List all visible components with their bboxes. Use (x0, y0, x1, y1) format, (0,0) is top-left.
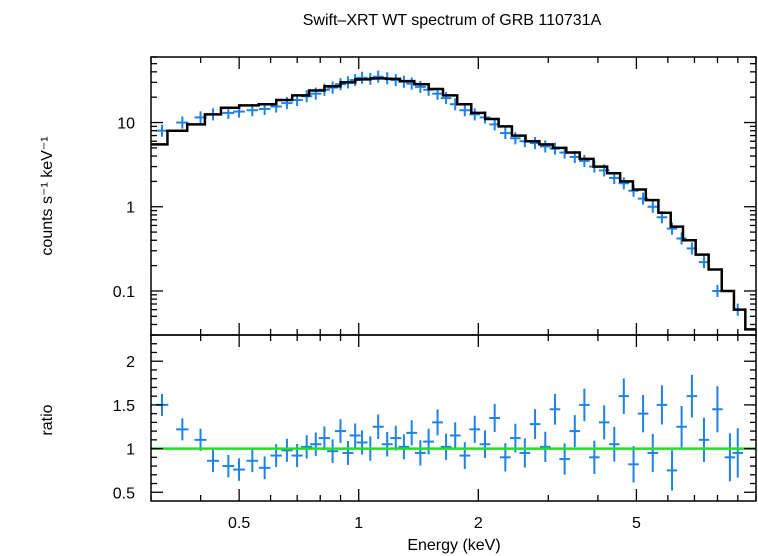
ratio-point (281, 438, 293, 462)
spectrum-point (499, 127, 511, 140)
spectrum-point (372, 70, 384, 83)
spectrum-point (676, 232, 687, 245)
spectrum-point (618, 177, 630, 190)
ratio-panel: 0.5 1 1.5 2 ratio (39, 334, 757, 502)
ratio-point (349, 423, 361, 448)
ratio-frame (150, 334, 757, 502)
ratio-point (342, 440, 354, 465)
ratio-point (318, 426, 330, 450)
spectrum-point (440, 92, 452, 105)
ratio-point (579, 388, 590, 422)
x-tick-label: 0.5 (228, 515, 250, 532)
ratio-point (432, 409, 443, 436)
spectrum-data-points (155, 70, 743, 316)
spectrum-point (327, 81, 339, 94)
ratio-point (423, 428, 435, 455)
ratio-point (390, 425, 402, 451)
ratio-axis-ticks: 0.5 1 1.5 2 (113, 343, 756, 502)
ratio-point (310, 432, 322, 456)
ratio-point (618, 378, 630, 414)
ratio-point (724, 433, 736, 482)
ratio-y-tick-label: 2 (126, 354, 135, 371)
ratio-point (449, 422, 461, 449)
x-tick-label: 1 (354, 515, 363, 532)
spectrum-point (579, 154, 590, 167)
x-tick-label: 5 (632, 515, 641, 532)
ratio-point (589, 440, 600, 474)
spectrum-y-tick-label: 1 (126, 200, 135, 217)
ratio-point (246, 449, 259, 473)
ratio-point (732, 428, 743, 478)
spectrum-frame (150, 56, 757, 336)
ratio-point (334, 419, 347, 444)
ratio-point (194, 428, 207, 451)
chart-title: Swift–XRT WT spectrum of GRB 110731A (303, 12, 602, 29)
spectrum-axis-ticks: 0.1 1 10 (113, 56, 756, 336)
ratio-point (176, 418, 189, 441)
ratio-point (529, 409, 541, 439)
spectrum-point (356, 71, 368, 84)
ratio-point (222, 454, 235, 478)
ratio-point (372, 414, 384, 439)
ratio-point (666, 450, 678, 491)
x-axis-ticks: 0.5 1 2 5 (150, 57, 757, 532)
ratio-point (414, 440, 426, 466)
spectrum-model-line (151, 77, 756, 331)
spectrum-point (459, 104, 471, 117)
ratio-point (647, 433, 659, 473)
ratio-point (356, 430, 368, 455)
spectrum-y-axis-label: counts s⁻¹ keV⁻¹ (39, 136, 56, 255)
ratio-point (539, 431, 551, 462)
spectrum-point (647, 200, 659, 213)
ratio-point (233, 458, 245, 481)
ratio-point (656, 385, 668, 425)
spectrum-y-tick-label: 10 (117, 116, 135, 133)
ratio-point (258, 456, 271, 480)
ratio-point (406, 420, 418, 446)
ratio-y-tick-label: 0.5 (113, 485, 135, 502)
spectrum-point (414, 80, 426, 93)
ratio-point (469, 415, 481, 443)
ratio-point (519, 438, 531, 468)
spectrum-y-tick-label: 0.1 (113, 284, 135, 301)
ratio-point (398, 434, 410, 460)
ratio-point (609, 426, 620, 462)
ratio-point (327, 439, 339, 464)
spectrum-point (469, 108, 481, 121)
ratio-point (489, 404, 501, 432)
ratio-point (569, 415, 581, 448)
ratio-point (440, 433, 452, 460)
ratio-point (479, 430, 491, 458)
ratio-point (459, 442, 471, 469)
ratio-point (712, 386, 723, 433)
ratio-point (676, 406, 687, 448)
spectrum-panel: 0.1 1 10 counts s⁻¹ keV⁻¹ (39, 56, 757, 336)
ratio-point (686, 374, 698, 418)
ratio-point (207, 449, 219, 472)
ratio-point (628, 446, 639, 483)
ratio-data-points (155, 374, 743, 491)
ratio-y-tick-label: 1.5 (113, 398, 135, 415)
spectrum-point (539, 140, 551, 153)
ratio-point (698, 417, 710, 462)
spectrum-point (155, 124, 169, 137)
spectrum-point (510, 132, 521, 145)
ratio-y-axis-label: ratio (39, 404, 56, 435)
ratio-point (301, 435, 313, 459)
ratio-point (381, 431, 393, 457)
ratio-point (637, 394, 649, 433)
spectrum-point (666, 222, 678, 235)
x-axis-label: Energy (keV) (407, 537, 500, 554)
ratio-y-tick-label: 1 (126, 442, 135, 459)
spectrum-point (176, 116, 189, 129)
ratio-point (549, 393, 561, 425)
ratio-point (598, 405, 610, 440)
x-tick-label: 2 (474, 515, 483, 532)
